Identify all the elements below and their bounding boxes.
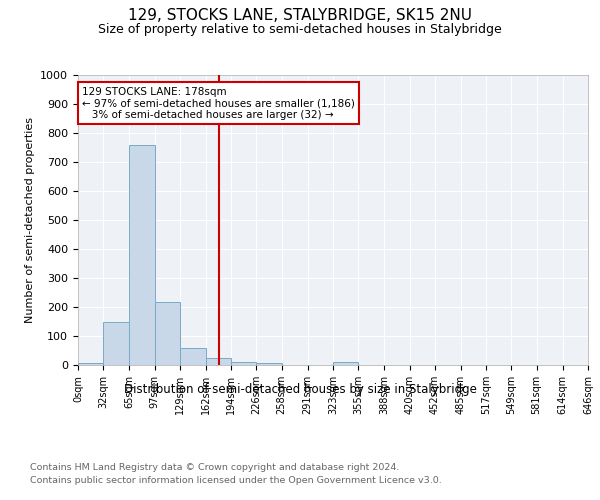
Text: Size of property relative to semi-detached houses in Stalybridge: Size of property relative to semi-detach… bbox=[98, 22, 502, 36]
Bar bbox=[130, 144, 155, 365]
Text: Distribution of semi-detached houses by size in Stalybridge: Distribution of semi-detached houses by … bbox=[124, 382, 476, 396]
Text: 129 STOCKS LANE: 178sqm
← 97% of semi-detached houses are smaller (1,186)
   3% : 129 STOCKS LANE: 178sqm ← 97% of semi-de… bbox=[82, 86, 355, 120]
Bar bbox=[231, 362, 256, 365]
Text: Contains HM Land Registry data © Crown copyright and database right 2024.: Contains HM Land Registry data © Crown c… bbox=[30, 462, 400, 471]
Bar bbox=[103, 322, 130, 365]
Bar bbox=[180, 348, 206, 365]
Text: 129, STOCKS LANE, STALYBRIDGE, SK15 2NU: 129, STOCKS LANE, STALYBRIDGE, SK15 2NU bbox=[128, 8, 472, 22]
Bar bbox=[78, 362, 103, 365]
Bar bbox=[155, 302, 180, 365]
Bar bbox=[206, 358, 231, 365]
Y-axis label: Number of semi-detached properties: Number of semi-detached properties bbox=[25, 117, 35, 323]
Text: Contains public sector information licensed under the Open Government Licence v3: Contains public sector information licen… bbox=[30, 476, 442, 485]
Bar bbox=[256, 362, 281, 365]
Bar bbox=[333, 362, 358, 365]
